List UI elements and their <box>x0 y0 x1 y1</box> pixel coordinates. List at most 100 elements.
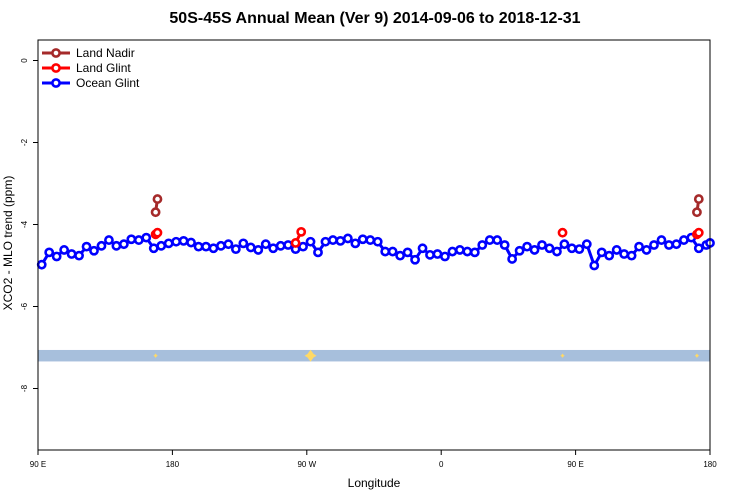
series-land-glint <box>150 226 704 248</box>
data-point-ocean-glint <box>245 242 256 253</box>
data-point-ocean-glint <box>611 245 622 255</box>
x-axis: 90 E 180 90 W 0 90 E 180 <box>30 450 717 469</box>
legend-swatch-marker <box>51 78 61 88</box>
y-tick-label: 0 <box>20 58 29 63</box>
data-point-ocean-glint <box>208 243 219 254</box>
data-point-ocean-glint <box>604 250 615 261</box>
data-point-ocean-glint <box>357 234 368 245</box>
data-point-ocean-glint <box>499 240 510 250</box>
y-tick-label: -6 <box>20 302 29 310</box>
data-point-ocean-glint <box>671 239 682 250</box>
data-point-ocean-glint <box>335 235 346 246</box>
legend-entry-land-glint: Land Glint <box>42 61 131 75</box>
data-point-ocean-glint <box>410 254 420 265</box>
data-point-ocean-glint <box>432 249 443 259</box>
data-point-ocean-glint <box>320 236 331 247</box>
data-point-ocean-glint <box>133 235 144 245</box>
data-point-ocean-glint <box>104 235 114 245</box>
data-point-ocean-glint <box>44 247 55 258</box>
data-point-ocean-glint <box>447 246 458 257</box>
x-tick-label: 0 <box>439 460 444 469</box>
data-point-ocean-glint <box>656 235 667 245</box>
data-point-ocean-glint <box>305 236 316 247</box>
x-tick-label: 90 E <box>30 460 46 469</box>
data-point-ocean-glint <box>664 240 674 250</box>
series-ocean-glint <box>36 232 715 271</box>
land-marker <box>560 353 565 358</box>
data-point-ocean-glint <box>171 236 182 247</box>
data-point-ocean-glint <box>342 233 353 244</box>
data-point-ocean-glint <box>313 247 323 258</box>
x-axis-label: Longitude <box>347 476 401 490</box>
data-point-ocean-glint <box>387 246 398 257</box>
data-point-land-glint <box>296 226 307 237</box>
data-point-ocean-glint <box>619 249 630 259</box>
data-point-ocean-glint <box>36 259 47 270</box>
data-point-ocean-glint <box>514 245 525 256</box>
y-axis-label: XCO2 - MLO trend (ppm) <box>1 175 15 311</box>
legend-entry-ocean-glint: Ocean Glint <box>42 76 140 90</box>
data-point-ocean-glint <box>522 241 532 252</box>
data-point-land-glint <box>557 227 568 238</box>
y-axis: 0 -2 -4 -6 -8 <box>20 58 38 392</box>
data-point-ocean-glint <box>193 241 204 252</box>
land-marker <box>304 349 317 362</box>
data-point-ocean-glint <box>693 243 704 254</box>
plot-frame <box>37 39 711 451</box>
data-point-ocean-glint <box>96 240 107 251</box>
legend-label: Land Nadir <box>76 46 135 60</box>
data-point-ocean-glint <box>201 241 211 252</box>
data-point-land-nadir <box>692 207 702 218</box>
data-point-ocean-glint <box>462 246 473 257</box>
data-point-ocean-glint <box>574 244 585 254</box>
data-point-ocean-glint <box>81 241 92 252</box>
data-point-ocean-glint <box>118 239 129 250</box>
data-point-ocean-glint <box>328 235 338 245</box>
data-point-land-nadir <box>150 207 161 218</box>
data-point-ocean-glint <box>529 245 540 255</box>
data-point-ocean-glint <box>260 239 271 250</box>
data-point-ocean-glint <box>484 235 495 245</box>
data-point-ocean-glint <box>395 250 406 261</box>
data-point-ocean-glint <box>275 240 286 251</box>
legend-swatch-marker <box>51 63 61 73</box>
data-point-ocean-glint <box>559 239 570 250</box>
data-point-ocean-glint <box>148 243 159 254</box>
y-tick-label: -4 <box>20 220 29 228</box>
data-point-ocean-glint <box>469 247 480 258</box>
data-point-ocean-glint <box>380 246 391 257</box>
data-point-ocean-glint <box>440 251 450 262</box>
data-point-ocean-glint <box>186 237 196 248</box>
y-tick-label: -2 <box>20 138 29 146</box>
x-tick-label: 180 <box>166 460 180 469</box>
data-point-ocean-glint <box>350 238 361 249</box>
data-point-land-nadir <box>693 194 704 204</box>
data-point-ocean-glint <box>59 245 70 255</box>
land-marker <box>694 353 700 358</box>
data-point-ocean-glint <box>507 254 518 264</box>
data-point-land-glint <box>290 238 301 248</box>
data-point-ocean-glint <box>566 243 577 254</box>
data-point-ocean-glint <box>477 240 488 250</box>
data-point-ocean-glint <box>156 240 167 251</box>
data-point-ocean-glint <box>268 243 279 254</box>
data-point-ocean-glint <box>537 240 547 250</box>
data-point-ocean-glint <box>552 246 562 257</box>
data-point-ocean-glint <box>417 243 428 254</box>
data-point-ocean-glint <box>402 247 413 258</box>
data-point-ocean-glint <box>626 250 637 261</box>
data-point-ocean-glint <box>216 240 226 251</box>
series-land-nadir <box>150 194 704 218</box>
data-point-ocean-glint <box>238 238 249 249</box>
series-layer <box>36 194 715 271</box>
data-point-ocean-glint <box>111 240 122 251</box>
land-ocean-band-layer <box>38 349 710 362</box>
data-point-ocean-glint <box>365 235 376 245</box>
data-point-ocean-glint <box>141 232 152 243</box>
data-point-ocean-glint <box>596 247 607 258</box>
data-point-ocean-glint <box>678 235 689 245</box>
data-point-ocean-glint <box>163 238 174 249</box>
x-tick-label: 180 <box>703 460 717 469</box>
